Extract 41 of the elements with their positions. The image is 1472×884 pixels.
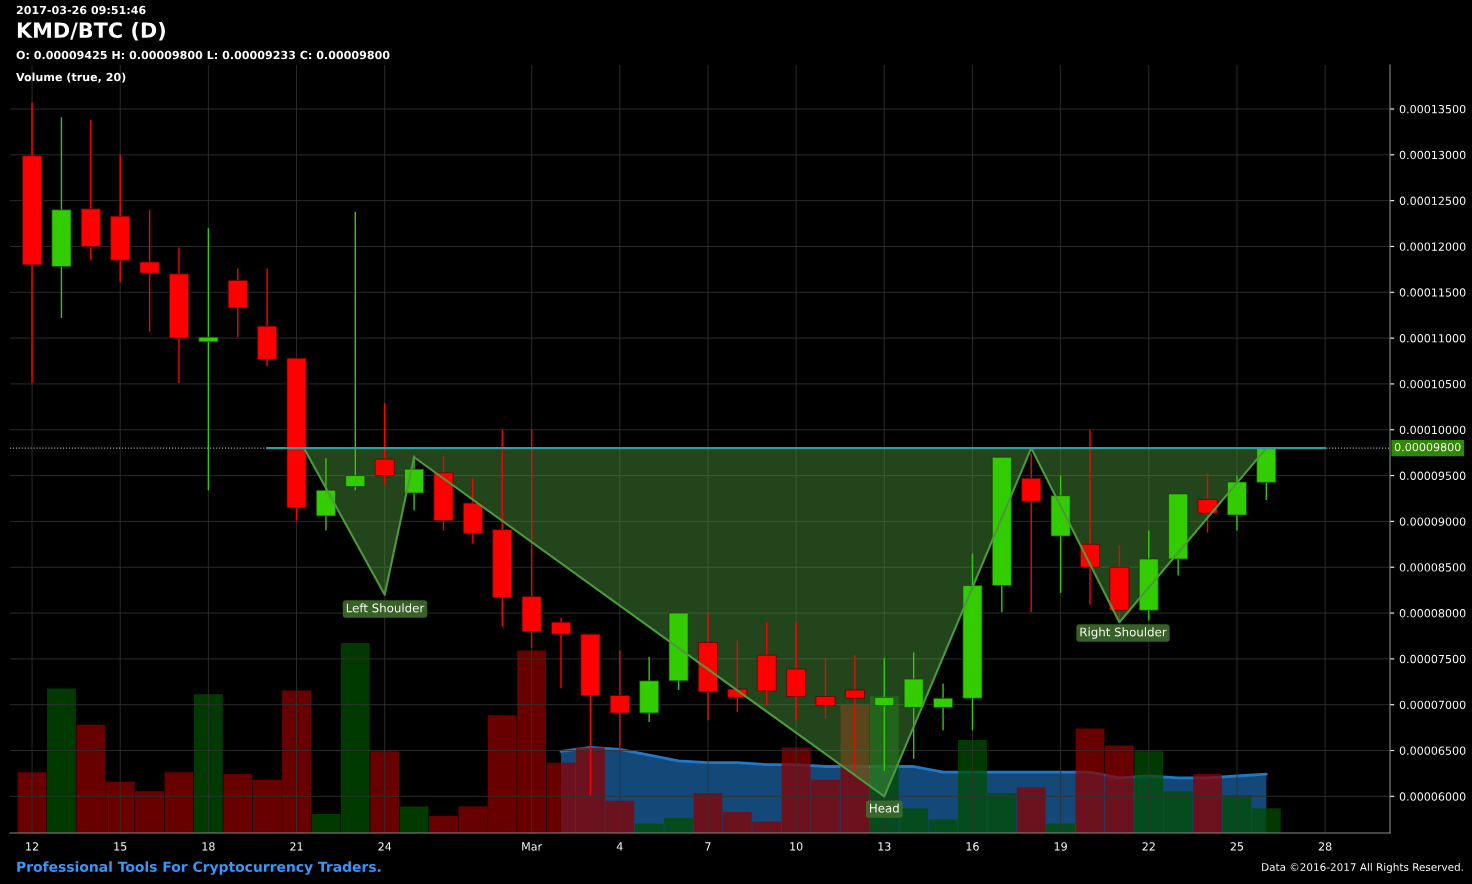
x-tick-label: 16 [966,842,979,851]
text: Professional Tools For Cryptocurrency Traders. [17,861,381,875]
annotation: Left Shoulder [346,603,425,613]
y-tick-label: 0.00010000 [1399,425,1466,435]
y-tick-label: 0.00013000 [1399,150,1466,160]
y-tick-label: 0.00009500 [1399,471,1466,480]
y-tick-label: 0.00012500 [1399,196,1466,206]
x-tick-label: 18 [202,842,215,851]
y-tick-label: 0.00011000 [1399,334,1466,343]
ref-line-label: 0.00009800 [1394,442,1461,452]
y-tick-label: 0.00011500 [1399,288,1466,297]
x-tick-label: 12 [26,842,38,851]
chart-subtitle: O: 0.00009425 H: 0.00009800 L: 0.00009233 C: 0.00009800 [16,50,390,60]
x-tick-label: 28 [1318,842,1332,851]
annotation: Right Shoulder [1080,627,1167,639]
y-tick-label: 0.00007500 [1399,654,1466,664]
chart-title: KMD/BTC (D) [17,21,165,41]
y-tick-label: 0.00009000 [1399,517,1466,526]
y-tick-label: 0.00008500 [1399,563,1466,572]
y-tick-label: 0.00010500 [1399,379,1466,389]
annotation: Volume (true, 20) [16,72,126,83]
text: 2017-03-26 09:51:46 [16,5,146,15]
y-tick-label: 0.00006500 [1399,746,1466,755]
y-tick-label: 0.00012000 [1399,242,1466,251]
annotation: Head [870,803,899,813]
text: Data ©2016-2017 All Rights Reserved. [1262,862,1463,874]
x-tick-label: 21 [290,842,303,851]
x-tick-label: 15 [114,842,127,851]
x-tick-label: 22 [1142,842,1155,851]
x-tick-label: 10 [790,842,803,851]
y-tick-label: 0.00007000 [1399,700,1466,710]
y-tick-label: 0.00008000 [1399,609,1466,618]
x-tick-label: 19 [1054,842,1067,851]
y-tick-label: 0.00013500 [1399,104,1466,114]
x-tick-label: 7 [705,842,711,851]
x-tick-label: 24 [378,842,392,851]
x-tick-label: 13 [878,842,891,851]
y-tick-label: 0.00006000 [1399,792,1466,801]
x-tick-label: 25 [1230,842,1244,851]
x-tick-label: Mar [522,842,543,851]
x-tick-label: 4 [616,842,623,851]
